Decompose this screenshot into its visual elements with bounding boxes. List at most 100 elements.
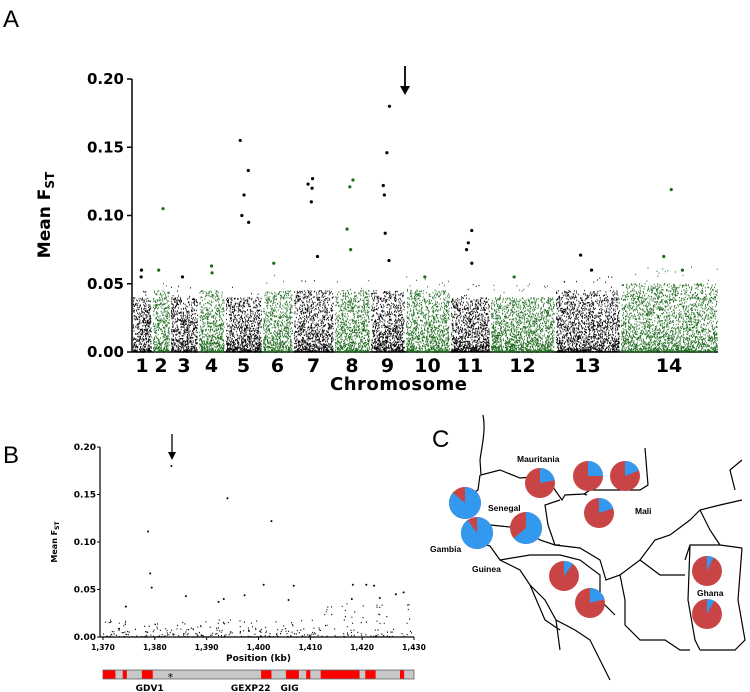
country-borders — [461, 414, 746, 681]
chromosome-label: 7 — [307, 355, 320, 377]
outlier-point — [240, 213, 244, 218]
y-tick-label: 0.15 — [87, 138, 124, 156]
outlier-point — [210, 271, 214, 275]
outlier-point — [512, 275, 516, 279]
pie-chart-mali — [584, 497, 614, 528]
y-tick-label: 0.20 — [74, 443, 96, 453]
outlier-point — [373, 584, 376, 587]
outlier-point — [466, 241, 470, 245]
x-tick-label: 1,420 — [350, 643, 374, 652]
gene-label: GEXP22 — [231, 684, 271, 692]
y-tick-label: 0.10 — [87, 207, 124, 225]
chromosome-points-9 — [371, 290, 405, 353]
chromosome-label: 5 — [237, 355, 250, 377]
panel-label-a: A — [3, 6, 19, 33]
chromosome-label: 14 — [656, 355, 682, 377]
gene-segment — [320, 670, 360, 679]
chromosome-points-11 — [451, 283, 490, 353]
outlier-point — [217, 600, 220, 603]
chromosome-label: 8 — [345, 355, 358, 377]
pie-blue-slice — [588, 461, 603, 476]
map-label-ghana: Ghana — [697, 588, 724, 598]
outlier-point — [365, 583, 368, 586]
pie-blue-slice — [625, 461, 639, 476]
outlier-point — [243, 594, 246, 597]
outlier-point — [662, 254, 666, 259]
chromosome-points-4 — [199, 289, 225, 353]
panel-a-manhattan-plot: 0.000.050.100.150.201 2 3 4 5 6 7 8 9 10 11 12 13 14C… — [35, 66, 718, 395]
outlier-point — [147, 530, 150, 533]
y-axis-label: Mean FST — [35, 171, 57, 258]
chromosome-points-6 — [263, 274, 293, 353]
map-label-mali: Mali — [635, 506, 652, 516]
pie-blue-slice — [590, 588, 605, 603]
outlier-point — [242, 193, 246, 197]
pie-chart-mauritania — [573, 461, 603, 491]
x-tick-label: 1,400 — [247, 643, 271, 652]
gene-segment — [365, 670, 376, 679]
pie-blue-slice — [448, 487, 481, 519]
arrow-head-icon — [400, 86, 410, 95]
chromosome-points-1 — [133, 290, 152, 353]
outlier-point — [464, 248, 469, 252]
outlier-point — [345, 227, 349, 231]
gene-segment — [306, 670, 311, 679]
outlier-point — [309, 200, 313, 204]
gene-label: GIG — [281, 684, 299, 692]
outlier-point — [315, 254, 320, 259]
y-tick-label: 0.20 — [87, 70, 124, 88]
outlier-point — [139, 268, 144, 272]
y-axis-label: Mean FST — [50, 521, 61, 563]
gene-segment — [122, 670, 127, 679]
pie-chart-guinea — [549, 561, 579, 591]
panel-label-c: C — [432, 426, 449, 453]
outlier-point — [180, 275, 185, 279]
pie-blue-slice — [599, 497, 614, 513]
pie-blue-slice — [564, 561, 573, 576]
outlier-point — [680, 268, 685, 272]
map-label-senegal: Senegal — [488, 503, 521, 513]
chromosome-points-7 — [294, 280, 334, 353]
x-tick-label: 1,380 — [143, 643, 167, 652]
outlier-point — [262, 583, 265, 586]
pie-blue-slice — [513, 512, 542, 544]
outlier-point — [470, 261, 474, 265]
outlier-point — [348, 185, 352, 189]
chromosome-points-13 — [556, 276, 620, 353]
outlier-point — [350, 598, 353, 600]
outlier-point — [387, 104, 392, 108]
gene-segment — [103, 670, 116, 679]
x-tick-label: 1,430 — [402, 643, 426, 652]
x-tick-label: 1,390 — [195, 643, 219, 652]
pie-chart-senegal — [448, 487, 481, 519]
chromosome-points-5 — [226, 286, 262, 353]
outlier-point — [382, 193, 386, 197]
outlier-point — [161, 207, 165, 211]
gene-label: GDV1 — [136, 684, 164, 692]
pie-chart-mauritania — [610, 461, 640, 491]
outlier-point — [139, 275, 143, 279]
chromosome-points-2 — [153, 282, 170, 353]
gene-marker-asterisk: * — [168, 671, 174, 684]
chromosome-label: 9 — [381, 355, 394, 377]
background-points — [103, 603, 413, 638]
panel-label-b: B — [3, 442, 19, 469]
gene-segment — [285, 670, 299, 679]
outlier-point — [170, 465, 173, 467]
pie-chart-ghana — [692, 599, 722, 629]
outlier-point — [149, 572, 152, 575]
outlier-point — [150, 586, 153, 589]
chromosome-label: 11 — [457, 355, 483, 377]
chromosome-label: 10 — [414, 355, 440, 377]
pie-blue-slice — [707, 556, 714, 571]
pie-chart-ghana — [692, 556, 722, 586]
outlier-point — [184, 595, 187, 598]
outlier-point — [669, 187, 673, 192]
outlier-point — [209, 264, 214, 268]
outlier-point — [270, 520, 273, 523]
outlier-point — [310, 186, 314, 190]
chromosome-label: 4 — [205, 355, 218, 377]
outlier-point — [349, 248, 353, 252]
